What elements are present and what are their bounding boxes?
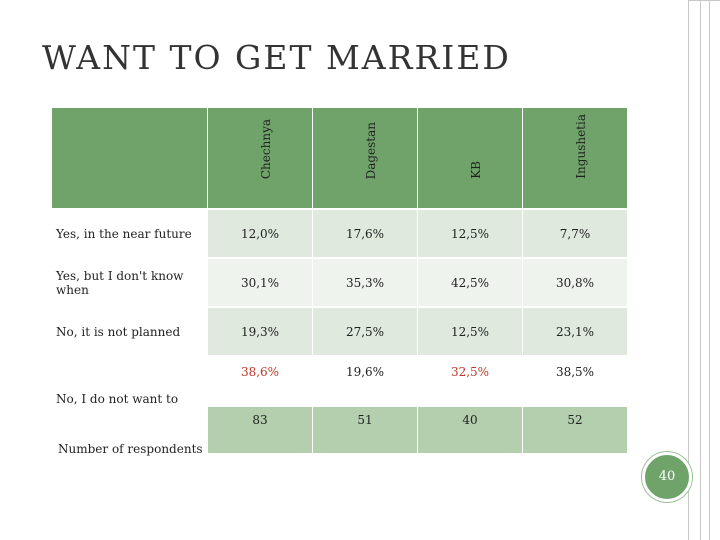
table-row: 38,6% 19,6% 32,5% 38,5% (52, 355, 627, 405)
table-cell: 19,6% (312, 355, 417, 405)
data-table: Chechnya Dagestan KB Ingushetia Yes, in … (52, 108, 627, 453)
header-empty-cell (52, 108, 207, 208)
table-cell: 38,6% (207, 355, 312, 405)
slide-title: WANT TO GET MARRIED (42, 38, 511, 77)
header-dagestan: Dagestan (312, 108, 417, 208)
header-ingushetia: Ingushetia (522, 108, 627, 208)
table-row-total: 83 51 40 52 (52, 405, 627, 453)
table-cell: 35,3% (312, 257, 417, 306)
table-cell: 7,7% (522, 208, 627, 257)
frame-line (688, 0, 689, 540)
row-label-placeholder (52, 405, 207, 453)
table-cell: 12,5% (417, 306, 522, 355)
header-chechnya: Chechnya (207, 108, 312, 208)
row-label: Number of respondents (58, 442, 203, 456)
page-number-badge: 40 (642, 452, 692, 502)
row-label: No, it is not planned (52, 306, 207, 355)
table-cell: 19,3% (207, 306, 312, 355)
table-cell: 42,5% (417, 257, 522, 306)
table-cell: 23,1% (522, 306, 627, 355)
header-kb: KB (417, 108, 522, 208)
table-cell: 12,5% (417, 208, 522, 257)
table-cell: 32,5% (417, 355, 522, 405)
table-cell: 40 (417, 405, 522, 453)
frame-line (688, 0, 720, 1)
row-label-placeholder (52, 355, 207, 405)
table-header-row: Chechnya Dagestan KB Ingushetia (52, 108, 627, 208)
row-label: No, I do not want to (56, 392, 179, 406)
table-cell: 12,0% (207, 208, 312, 257)
table-cell: 83 (207, 405, 312, 453)
table-row: Yes, in the near future 12,0% 17,6% 12,5… (52, 208, 627, 257)
table-cell: 17,6% (312, 208, 417, 257)
table-cell: 30,1% (207, 257, 312, 306)
row-label: Yes, but I don't know when (52, 257, 207, 306)
frame-line (700, 0, 701, 540)
table-cell: 30,8% (522, 257, 627, 306)
table-cell: 51 (312, 405, 417, 453)
table-row: Yes, but I don't know when 30,1% 35,3% 4… (52, 257, 627, 306)
table-row: No, it is not planned 19,3% 27,5% 12,5% … (52, 306, 627, 355)
frame-line (709, 0, 710, 540)
table-cell: 52 (522, 405, 627, 453)
row-label: Yes, in the near future (52, 208, 207, 257)
table-cell: 27,5% (312, 306, 417, 355)
table-cell: 38,5% (522, 355, 627, 405)
